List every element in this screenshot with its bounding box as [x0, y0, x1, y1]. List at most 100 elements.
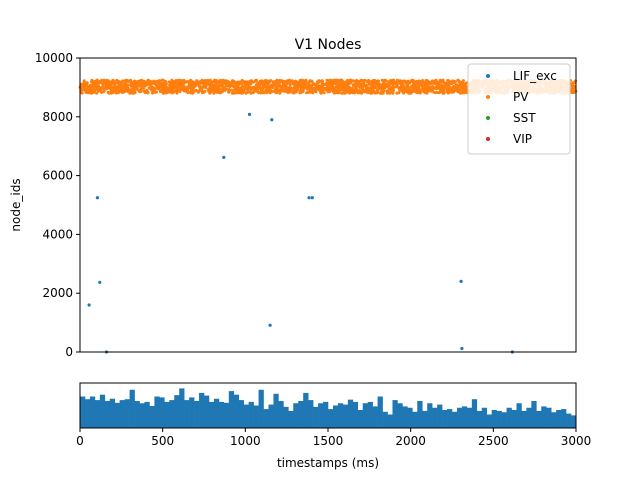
- pv-spike-point: [178, 80, 182, 84]
- x-tick-label: 3000: [561, 434, 592, 448]
- pv-spike-point: [457, 84, 461, 88]
- pv-spike-point: [98, 81, 102, 85]
- histogram-bar: [447, 409, 453, 428]
- pv-spike-point: [88, 87, 92, 91]
- histogram-bar: [303, 392, 309, 428]
- histogram-bar: [308, 400, 314, 428]
- histogram-bar: [561, 409, 567, 428]
- pv-spike-point: [320, 79, 324, 83]
- histogram-bar: [323, 401, 329, 428]
- y-tick-label: 0: [65, 345, 73, 359]
- histogram-bar: [268, 404, 274, 428]
- pv-spike-point: [266, 82, 270, 86]
- pv-spike-point: [446, 79, 450, 82]
- pv-spike-point: [454, 89, 458, 93]
- histogram-bar: [516, 403, 522, 428]
- histogram-bar: [437, 404, 443, 428]
- pv-spike-point: [93, 89, 97, 93]
- histogram-bar: [109, 398, 116, 428]
- pv-spike-point: [381, 79, 385, 83]
- pv-spike-point: [570, 89, 574, 93]
- pv-spike-point: [280, 87, 284, 91]
- pv-spike-point: [441, 86, 445, 89]
- pv-spike-point: [311, 86, 315, 90]
- histogram-bar: [382, 411, 388, 428]
- pv-spike-point: [115, 78, 119, 82]
- histogram-bar: [481, 407, 488, 428]
- pv-spike-point: [208, 91, 212, 95]
- pv-spike-point: [449, 89, 452, 93]
- histogram-bar: [352, 401, 359, 428]
- y-tick-label: 8000: [42, 110, 73, 124]
- pv-spike-point: [427, 89, 431, 93]
- pv-spike-point: [432, 90, 436, 94]
- pv-spike-point: [188, 85, 192, 89]
- histogram-bar: [159, 397, 165, 428]
- pv-spike-point: [171, 80, 175, 84]
- legend-box: [467, 63, 571, 155]
- pv-spike-point: [414, 89, 418, 93]
- pv-spike-point: [104, 81, 108, 85]
- lif-exc-spike-point: [87, 303, 91, 307]
- pv-spike-point: [213, 79, 217, 83]
- lif-exc-spike-point: [307, 196, 311, 200]
- pv-spike-point: [208, 86, 212, 90]
- histogram-bar: [84, 399, 91, 428]
- pv-spike-point: [240, 82, 244, 86]
- pv-spike-point: [359, 90, 363, 94]
- histogram-bar: [456, 407, 463, 428]
- histogram-bar: [273, 393, 279, 428]
- pv-spike-point: [405, 85, 409, 88]
- pv-spike-point: [158, 84, 162, 88]
- histogram-bar: [417, 401, 423, 428]
- pv-spike-point: [282, 89, 286, 93]
- pv-spike-point: [407, 88, 411, 92]
- pv-spike-point: [128, 79, 131, 83]
- pv-spike-point: [177, 85, 181, 89]
- histogram-bar: [288, 410, 294, 428]
- pv-spike-point: [336, 89, 340, 93]
- legend-marker: [486, 116, 490, 120]
- pv-spike-point: [426, 81, 429, 85]
- histogram-bar: [99, 394, 106, 428]
- lif-exc-spike-point: [460, 346, 464, 351]
- pv-spike-point: [95, 91, 98, 95]
- pv-spike-point: [348, 87, 351, 91]
- pv-spike-point: [139, 83, 143, 87]
- pv-spike-point: [152, 79, 156, 83]
- pv-spike-point: [175, 88, 179, 92]
- legend-label: PV: [513, 90, 529, 104]
- histogram-bar: [223, 402, 230, 428]
- pv-spike-point: [236, 80, 240, 84]
- pv-spike-point: [173, 86, 176, 90]
- pv-spike-point: [397, 91, 401, 95]
- y-axis-label: node_ids: [9, 178, 23, 231]
- pv-spike-point: [463, 82, 467, 86]
- pv-spike-point: [307, 83, 311, 87]
- pv-spike-point: [98, 88, 102, 91]
- pv-spike-point: [191, 91, 195, 95]
- histogram-bar: [293, 403, 299, 428]
- pv-spike-point: [80, 91, 83, 94]
- pv-spike-point: [257, 91, 261, 95]
- pv-spike-point: [425, 84, 429, 88]
- histogram-bar: [531, 401, 537, 428]
- pv-spike-point: [354, 85, 357, 89]
- pv-spike-point: [450, 82, 454, 86]
- pv-spike-point: [365, 80, 369, 84]
- histogram-bar: [377, 396, 383, 428]
- histogram-bar: [362, 403, 368, 428]
- lif-exc-spike-point: [459, 279, 463, 283]
- pv-spike-point: [160, 87, 164, 91]
- pv-spike-point: [139, 90, 143, 94]
- pv-spike-point: [259, 86, 263, 90]
- pv-spike-point: [376, 90, 380, 94]
- pv-spike-point: [154, 82, 158, 86]
- pv-spike-point: [414, 85, 418, 89]
- pv-spike-point: [145, 88, 149, 92]
- pv-spike-point: [124, 87, 128, 91]
- pv-spike-point: [240, 88, 244, 92]
- pv-spike-point: [191, 88, 195, 92]
- pv-spike-point: [381, 86, 385, 90]
- pv-spike-point: [323, 87, 327, 91]
